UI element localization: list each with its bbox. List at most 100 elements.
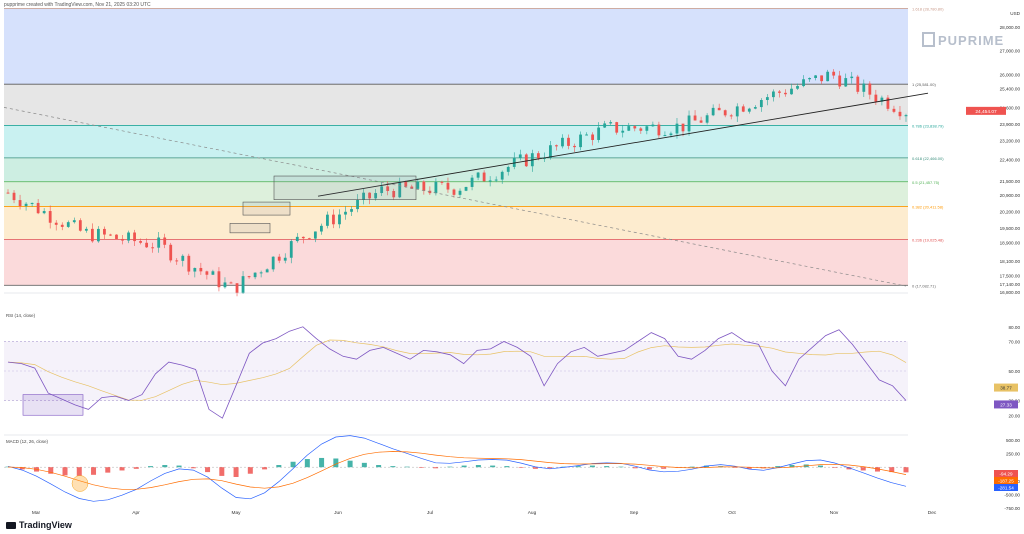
candle-body-148 <box>898 111 902 117</box>
fib-label-4: 0.5 (21,457.75) <box>912 180 940 185</box>
macd-tick-4: -750.00 <box>1004 506 1020 511</box>
brand-label: TradingView <box>19 520 72 530</box>
signal-line <box>7 451 907 490</box>
rsi-tick-0: 80.00 <box>1009 325 1021 330</box>
price-tick-13: 18,100.00 <box>1000 259 1021 264</box>
last-price-tag <box>966 106 1006 115</box>
rsi-line <box>7 326 907 419</box>
candle-body-112 <box>681 123 685 132</box>
candle-body-27 <box>169 244 173 261</box>
candle-body-42 <box>259 272 263 274</box>
time-tick-oct: Oct <box>728 510 736 516</box>
macd-hist-bar-6 <box>91 467 97 475</box>
candle-body-74 <box>452 189 456 195</box>
fib-label-2: 0.786 (23,838.79) <box>912 123 944 128</box>
candle-body-89 <box>542 157 546 159</box>
candle-body-128 <box>778 91 781 93</box>
candle-body-78 <box>476 172 480 178</box>
candle-body-21 <box>133 232 136 242</box>
candle-body-133 <box>808 78 811 80</box>
candle-body-31 <box>193 267 197 272</box>
candle-body-131 <box>796 86 799 89</box>
macd-hist-bar-9 <box>133 467 139 469</box>
macd-hist-bar-10 <box>148 466 154 468</box>
candle-body-149 <box>904 115 908 117</box>
macd-hist-bar-35 <box>504 466 510 468</box>
candle-body-35 <box>217 271 221 288</box>
candle-body-12 <box>78 220 82 231</box>
price-tick-1: 27,000.00 <box>1000 49 1021 54</box>
candle-body-104 <box>633 126 637 129</box>
candle-body-4 <box>30 202 34 204</box>
candle-body-37 <box>229 282 233 284</box>
macd-hist-bar-63 <box>903 467 909 473</box>
candle-body-145 <box>880 97 884 102</box>
macd-hist-bar-41 <box>589 465 595 468</box>
candle-body-56 <box>344 211 347 215</box>
candle-body-135 <box>820 75 824 82</box>
macd-hist-bar-38 <box>547 467 553 469</box>
candle-body-50 <box>307 238 311 240</box>
candle-body-16 <box>103 228 106 235</box>
fib-label-7: 0 (17,082.71) <box>912 283 936 288</box>
macd-hist-bar-51 <box>732 467 738 468</box>
macd-hist-bar-25 <box>361 462 367 468</box>
macd-tag-label-0: -94.29 <box>999 472 1012 477</box>
tradingview-logo-icon <box>6 522 16 530</box>
watermark-label: PUPRIME <box>938 33 1005 48</box>
price-tick-7: 22,400.00 <box>1000 157 1021 162</box>
macd-highlight-circle <box>71 475 89 492</box>
candle-body-120 <box>729 115 733 117</box>
candle-body-6 <box>42 211 46 214</box>
rsi-tick-1: 70.00 <box>1009 340 1021 345</box>
candle-body-29 <box>181 255 185 261</box>
price-currency: USD <box>1010 11 1020 16</box>
candle-body-126 <box>765 97 769 101</box>
candle-body-114 <box>693 115 697 121</box>
macd-hist-bar-28 <box>404 466 410 468</box>
fib-zone-1 <box>4 84 908 126</box>
macd-tick-0: 500.00 <box>1006 438 1020 443</box>
macd-hist-bar-62 <box>889 467 895 473</box>
candle-body-34 <box>211 271 215 275</box>
macd-tag-label-2: -281.54 <box>998 486 1014 491</box>
macd-hist-bar-29 <box>418 467 424 468</box>
consolidation-box-2 <box>242 201 291 216</box>
macd-line <box>7 435 907 502</box>
candle-body-7 <box>48 211 52 223</box>
candle-body-108 <box>657 124 661 136</box>
tradingview-brand[interactable]: TradingView <box>6 520 72 530</box>
candle-body-24 <box>151 247 155 249</box>
candle-body-55 <box>338 214 341 225</box>
candle-body-140 <box>850 76 854 79</box>
macd-hist-bar-23 <box>333 458 339 468</box>
fib-label-0: 1.618 (28,780.80) <box>912 6 944 11</box>
macd-title: MACD (12, 26, close) <box>6 439 49 444</box>
rsi-tag-label: 27.33 <box>1000 402 1012 407</box>
macd-hist-bar-12 <box>176 465 182 468</box>
macd-hist-bar-37 <box>532 467 538 469</box>
time-tick-nov: Nov <box>830 510 839 516</box>
candle-body-46 <box>283 257 287 261</box>
last-price-label: 24,454.07 <box>975 109 997 115</box>
rsi-ma-tag-label: 38.77 <box>1000 386 1012 391</box>
candle-body-86 <box>524 154 528 167</box>
candle-body-106 <box>645 126 649 131</box>
candle-body-111 <box>675 123 679 134</box>
candle-body-59 <box>362 192 365 200</box>
candle-body-100 <box>609 122 613 124</box>
time-tick-aug: Aug <box>528 510 537 516</box>
candle-body-98 <box>597 127 601 140</box>
candle-body-68 <box>416 181 420 189</box>
candle-body-18 <box>115 234 118 239</box>
macd-hist-bar-18 <box>262 467 268 470</box>
macd-hist-bar-48 <box>689 466 695 468</box>
macd-hist-bar-16 <box>233 467 239 477</box>
macd-hist-bar-26 <box>376 465 382 468</box>
candle-body-105 <box>639 128 643 131</box>
candle-body-121 <box>735 106 739 117</box>
macd-hist-bar-33 <box>475 465 481 468</box>
candle-body-119 <box>723 110 727 116</box>
time-tick-jul: Jul <box>427 510 433 516</box>
candle-body-141 <box>856 76 860 92</box>
